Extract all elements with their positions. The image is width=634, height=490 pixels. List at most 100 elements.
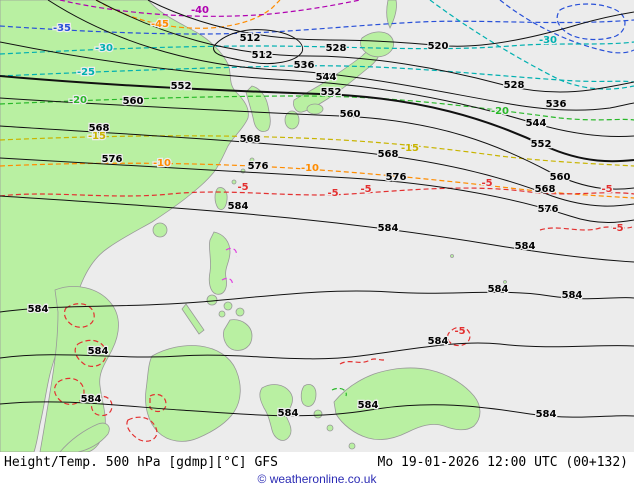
landmass-asia-mainland [0, 0, 249, 452]
temp-contour-label: -15 [401, 143, 419, 154]
height-contour-label: 552 [171, 81, 192, 92]
temp-contour-label: -5 [612, 223, 623, 234]
height-line-584-south2 [0, 401, 634, 418]
temp-contour-label: -10 [153, 158, 171, 169]
temp-contour-label: -5 [327, 188, 338, 199]
height-line-512 [213, 29, 304, 65]
height-contour-label: 584 [428, 336, 449, 347]
temp-contour-labels: -45 -40 -35 -30 -30 -25 -20 -20 -15 -15 -10 -10 -5 -5… [52, 4, 625, 339]
chart-datetime: Mo 19-01-2026 12:00 UTC (00+132) [377, 455, 628, 470]
height-contour-label: 568 [535, 184, 556, 195]
island-moluccas-1 [313, 409, 323, 419]
temp-mark-magenta-2 [221, 277, 233, 287]
temp-line-minus15 [0, 135, 634, 167]
temp-contour-label: -45 [151, 19, 169, 30]
height-contour-labels: 5125125205285285365365445445525525525605… [26, 32, 583, 422]
temp-line-minus40-loop [556, 3, 626, 41]
island-ryukyu-1 [249, 157, 255, 163]
island-mindoro [206, 294, 218, 306]
footer-info-row: Height/Temp. 500 hPa [gdmp][°C] GFS Mo 1… [0, 452, 634, 470]
temp-pocket-2 [74, 339, 107, 367]
temp-line-minus5-east [539, 226, 633, 231]
height-contour-label: 584 [278, 408, 299, 419]
island-visayas-3 [218, 310, 226, 318]
height-contour-label: 584 [88, 346, 109, 357]
height-contour-label: 560 [123, 96, 144, 107]
temp-pocket-1 [63, 303, 95, 328]
island-hainan [152, 222, 168, 238]
chart-title: Height/Temp. 500 hPa [gdmp][°C] GFS [4, 455, 278, 470]
height-contour-label: 584 [488, 284, 509, 295]
copyright-link[interactable]: © weatheronline.co.uk [257, 472, 377, 486]
temp-mark-green-1 [331, 387, 347, 397]
height-contour-label: 584 [536, 409, 557, 420]
temp-pocket-7 [339, 358, 387, 365]
temp-contour-label: -30 [95, 43, 113, 54]
height-contour-label: 584 [378, 223, 399, 234]
temp-pocket-4 [90, 395, 113, 417]
height-contour-label: 544 [526, 118, 547, 129]
height-contour-label: 560 [340, 109, 361, 120]
height-contour-label: 584 [515, 241, 536, 252]
temp-mark-magenta-1 [225, 247, 237, 257]
island-pacific-1 [503, 280, 507, 284]
height-line-584-north [0, 195, 634, 263]
temp-contour-label: -20 [69, 95, 87, 106]
height-line-544 [0, 41, 634, 137]
temp-contour-label: -35 [53, 23, 71, 34]
height-line-552-bold [0, 75, 634, 163]
temp-contour-label: -5 [454, 326, 465, 337]
temp-line-minus10 [0, 162, 634, 199]
height-contours [0, 0, 634, 418]
island-moluccas-2 [326, 424, 334, 432]
height-contour-label: 584 [81, 394, 102, 405]
height-contour-label: 584 [562, 290, 583, 301]
height-contour-label: 568 [378, 149, 399, 160]
temp-line-minus35-trough [499, 0, 634, 54]
temp-contour-label: -20 [491, 106, 509, 117]
island-mindanao [223, 319, 253, 351]
height-line-584-south1 [0, 342, 634, 360]
temp-line-minus30 [0, 41, 634, 55]
height-contour-label: 552 [321, 87, 342, 98]
landmasses [0, 0, 507, 452]
landmass-korea [245, 85, 271, 132]
temp-line-minus30-trough [429, 0, 634, 90]
height-contour-label: 512 [252, 50, 273, 61]
footer: Height/Temp. 500 hPa [gdmp][°C] GFS Mo 1… [0, 452, 634, 490]
height-contour-label: 576 [386, 172, 407, 183]
height-contour-label: 584 [28, 304, 49, 315]
temp-contour-label: -25 [77, 67, 95, 78]
height-contour-label: 544 [316, 72, 337, 83]
temp-line-minus40 [59, 0, 361, 17]
temp-contour-label: -5 [237, 182, 248, 193]
height-contour-label: 520 [428, 41, 449, 52]
island-kyushu [284, 110, 300, 130]
height-contour-label: 576 [248, 161, 269, 172]
height-contour-label: 560 [550, 172, 571, 183]
temperature-contours [0, 0, 634, 442]
height-line-528 [95, 0, 634, 93]
temp-contour-label: -5 [360, 184, 371, 195]
height-line-520 [147, 0, 634, 47]
island-taiwan [214, 187, 228, 210]
height-contour-label: 528 [326, 43, 347, 54]
island-hokkaido [360, 31, 394, 58]
landmass-indochina [39, 286, 119, 452]
height-contour-label: 576 [538, 204, 559, 215]
height-line-576 [0, 157, 634, 223]
weather-map: 512 512 520 528 528 536 536 544 544 552 552 552 560 5… [0, 0, 634, 452]
island-ryukyu-3 [231, 179, 237, 185]
island-sumatra-tip [59, 422, 110, 452]
island-timor [348, 442, 356, 450]
temp-contour-label: -5 [481, 178, 492, 189]
temp-pocket-5 [126, 416, 158, 442]
temp-line-minus25 [0, 65, 634, 83]
island-new-guinea [333, 367, 481, 440]
temp-line-minus35 [0, 19, 634, 35]
temp-contour-label: -40 [191, 5, 209, 16]
height-contour-label: 536 [546, 99, 567, 110]
height-line-536 [47, 0, 634, 111]
height-contour-label: 536 [294, 60, 315, 71]
island-palawan [181, 303, 205, 335]
